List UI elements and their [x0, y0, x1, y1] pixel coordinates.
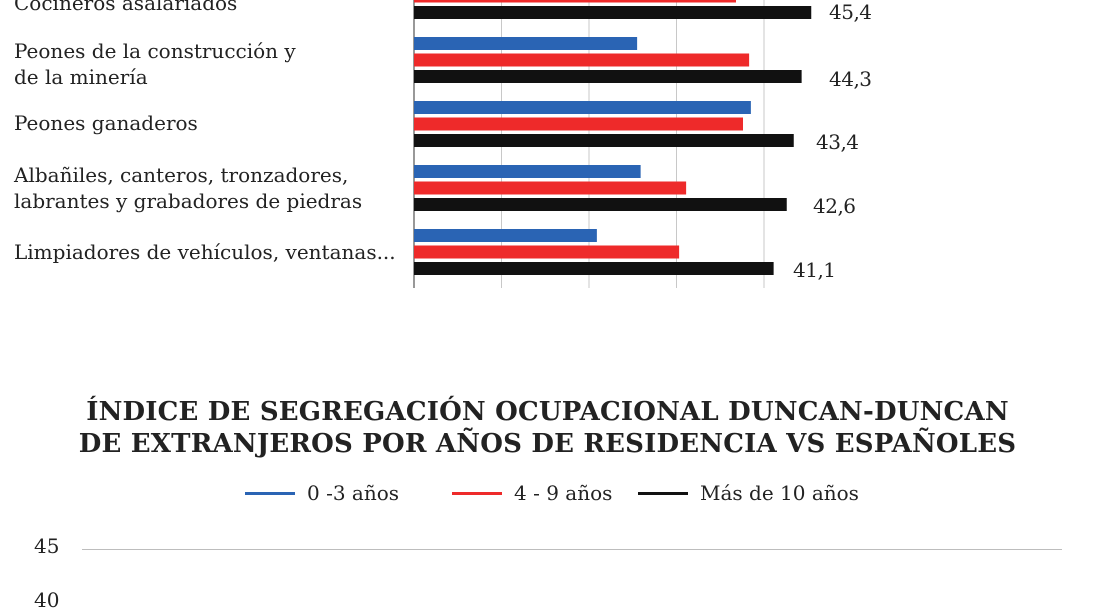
bar-s1-0 [414, 0, 736, 3]
bar-chart [413, 0, 812, 288]
bar-s1-1 [414, 53, 750, 67]
bar-s1-3 [414, 181, 687, 195]
legend-swatch-2 [638, 491, 688, 495]
chart-title-line-2: DE EXTRANJEROS POR AÑOS DE RESIDENCIA VS… [78, 429, 1017, 459]
bar-s2-0 [414, 6, 812, 19]
chart-title-line-1: ÍNDICE DE SEGREGACIÓN OCUPACIONAL DUNCAN… [86, 397, 1009, 427]
legend-swatch-1 [452, 491, 502, 495]
legend-label-0: 0 -3 años [307, 481, 400, 505]
bar-s2-4 [414, 262, 774, 275]
y-tick-label-1: 40 [34, 588, 60, 612]
bar-s2-2 [414, 134, 794, 147]
bar-s0-3 [414, 165, 641, 178]
category-label-0: Cocineros asalariados [14, 0, 238, 15]
bar-s2-1 [414, 70, 802, 83]
bar-s1-2 [414, 117, 743, 131]
y-gridline-0 [82, 549, 1062, 550]
legend-item-1: 4 - 9 años [452, 481, 612, 505]
bar-s0-2 [414, 101, 751, 114]
bar-s2-3 [414, 198, 787, 211]
legend-label-1: 4 - 9 años [514, 481, 613, 505]
category-label-1: Peones de la construcción y de la minerí… [14, 39, 296, 89]
bar-s0-1 [414, 37, 638, 50]
legend-swatch-0 [245, 491, 295, 495]
value-label-0: 45,4 [829, 0, 872, 24]
category-label-2: Peones ganaderos [14, 111, 198, 135]
value-label-4: 41,1 [793, 258, 836, 282]
category-label-4: Limpiadores de vehículos, ventanas... [14, 240, 396, 264]
value-label-3: 42,6 [813, 194, 856, 218]
value-label-2: 43,4 [816, 130, 859, 154]
legend: 0 -3 años 4 - 9 años Más de 10 años [0, 481, 1095, 509]
y-tick-label-0: 45 [34, 534, 60, 558]
legend-label-2: Más de 10 años [700, 481, 859, 505]
bar-s1-4 [414, 245, 680, 259]
value-label-1: 44,3 [829, 67, 872, 91]
bar-s0-4 [414, 229, 597, 242]
legend-item-0: 0 -3 años [245, 481, 399, 505]
legend-item-2: Más de 10 años [638, 481, 859, 505]
category-label-3: Albañiles, canteros, tronzadores, labran… [14, 163, 363, 213]
chart-title: ÍNDICE DE SEGREGACIÓN OCUPACIONAL DUNCAN… [0, 396, 1095, 460]
